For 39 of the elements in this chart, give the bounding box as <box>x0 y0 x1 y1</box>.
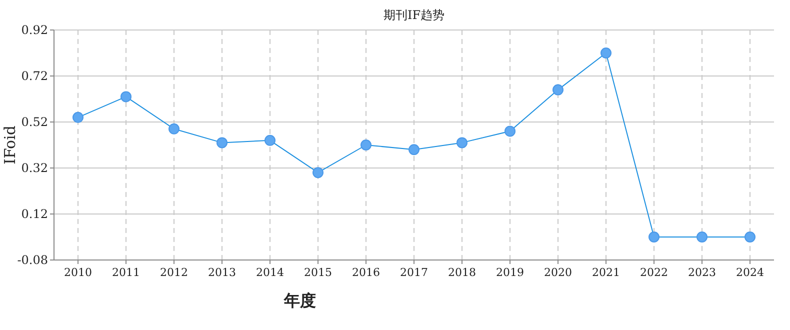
y-axis-title: IFoid <box>1 125 19 164</box>
point <box>456 137 468 148</box>
x-tick-label: 2014 <box>256 266 284 279</box>
y-tick-label: 0.12 <box>21 207 48 221</box>
y-tick-label: 0.32 <box>21 161 48 175</box>
x-tick-label: 2024 <box>736 266 764 279</box>
x-tick-label: 2020 <box>544 266 572 279</box>
point <box>72 112 84 123</box>
x-tick-label: 2016 <box>352 266 380 279</box>
y-tick-label: -0.08 <box>17 253 48 267</box>
x-tick-label: 2013 <box>208 266 236 279</box>
point <box>264 134 276 146</box>
point <box>360 140 372 150</box>
x-tick-label: 2022 <box>640 266 668 279</box>
x-tick-label: 2017 <box>400 266 428 279</box>
point <box>216 137 228 148</box>
x-tick-label: 2011 <box>112 266 140 279</box>
point <box>504 126 516 137</box>
point <box>552 84 564 96</box>
x-tick-label: 2015 <box>304 266 332 279</box>
point <box>168 123 180 134</box>
x-tick-label: 2010 <box>64 266 92 279</box>
x-tick-label: 2018 <box>448 266 476 279</box>
y-tick-label: 0.72 <box>21 69 48 83</box>
y-tick-label: 0.92 <box>21 23 48 37</box>
x-tick-label: 2021 <box>592 266 620 279</box>
point <box>408 144 420 156</box>
point <box>120 91 132 102</box>
point <box>696 232 708 242</box>
chart-title: 期刊IF趋势 <box>383 8 445 22</box>
point <box>744 232 756 242</box>
x-tick-label: 2019 <box>496 266 524 279</box>
point <box>600 48 612 58</box>
y-tick-label: 0.52 <box>21 115 48 129</box>
point <box>648 232 660 242</box>
x-tick-label: 2023 <box>688 266 716 279</box>
x-tick-label: 2012 <box>160 266 188 279</box>
point <box>312 167 324 178</box>
x-axis-title: 年度 <box>283 291 316 310</box>
